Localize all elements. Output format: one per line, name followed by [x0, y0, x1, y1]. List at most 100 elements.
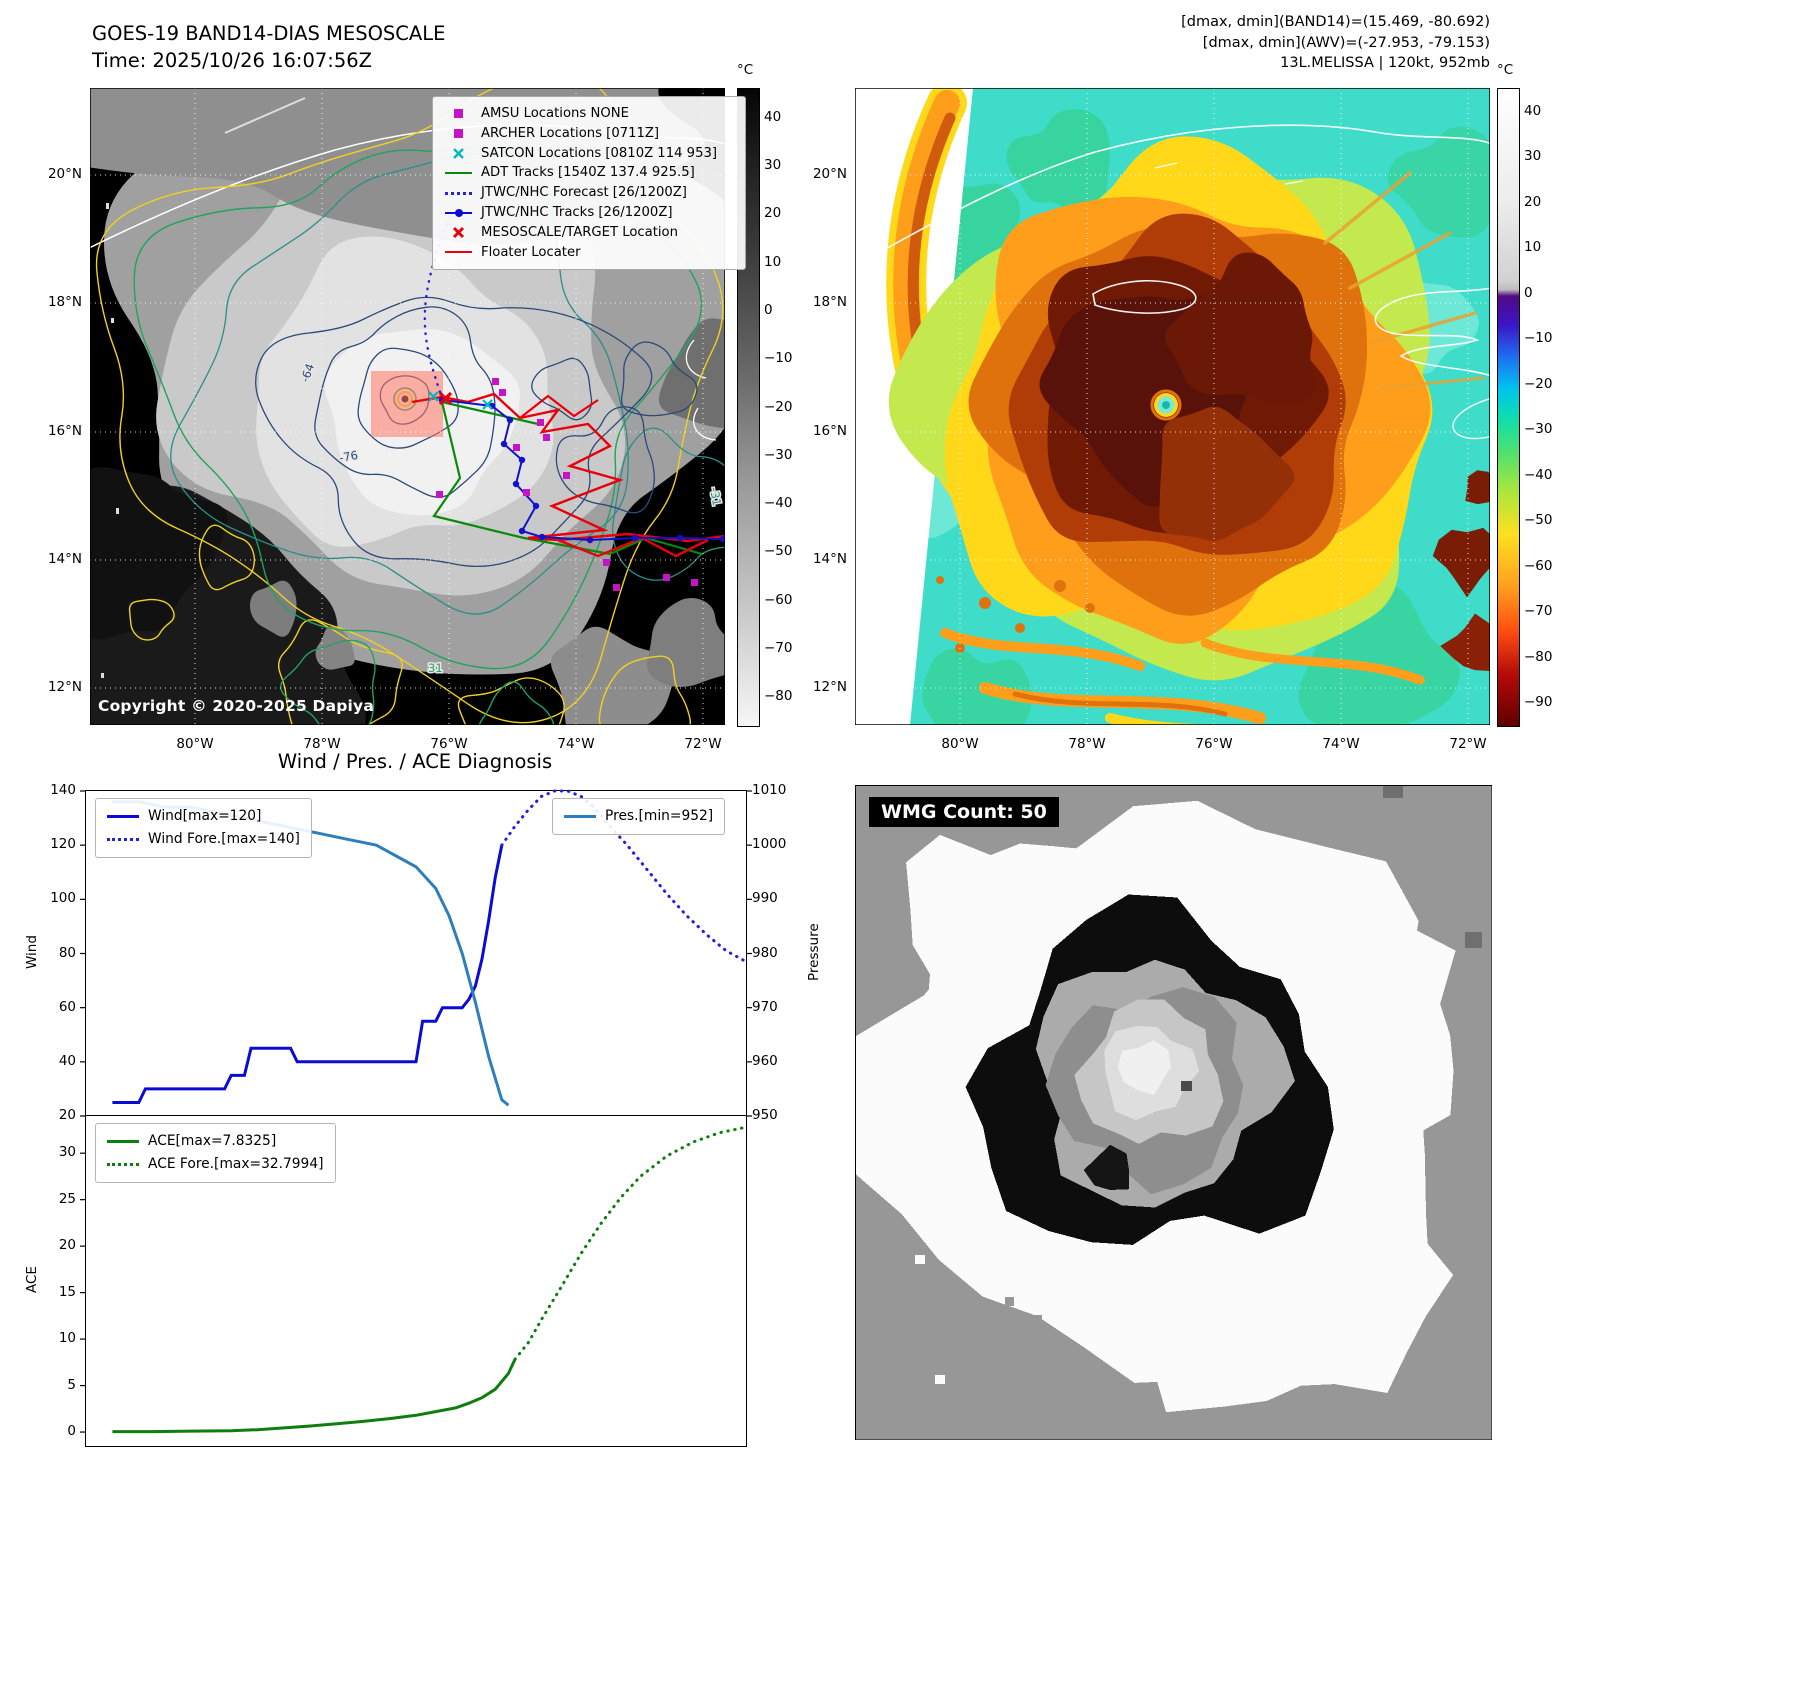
axis-tick-label: 80: [58, 944, 76, 961]
axis-tick-label: 100: [50, 890, 76, 907]
floater-line-icon: [443, 251, 473, 254]
hurricane-core: [888, 136, 1433, 681]
contour-cold: [255, 296, 698, 567]
axis-tick-label: 30: [1524, 148, 1542, 165]
series-line: [112, 1358, 517, 1434]
legend-label: SATCON Locations [0810Z 114 953]: [481, 145, 717, 161]
panel1-title-line1: GOES-19 BAND14-DIAS MESOSCALE: [92, 22, 446, 45]
track-dot: [538, 533, 546, 541]
axis-tick-label: 0: [67, 1423, 76, 1440]
track-dot: [532, 502, 540, 510]
axis-tick-label: −60: [1524, 557, 1553, 574]
track-dot: [719, 535, 725, 543]
axis-tick-label: 74°W: [557, 736, 595, 752]
axis-tick-label: 80°W: [941, 736, 979, 752]
axis-tick-label: 980: [752, 944, 778, 961]
axis-tick-label: −40: [1524, 466, 1553, 483]
pressure-legend: Pres.[min=952]: [552, 798, 726, 835]
axis-tick-label: 40: [1524, 102, 1542, 119]
track-dot: [631, 534, 639, 542]
axis-tick-label: 78°W: [1068, 736, 1106, 752]
axis-tick-label: 20°N: [812, 166, 847, 182]
axis-tick-label: 16°N: [47, 423, 82, 439]
axis-tick-label: 20: [1524, 193, 1542, 210]
eyewall-ring: [1150, 389, 1182, 421]
legend-label: Pres.[min=952]: [605, 808, 714, 824]
wind-legend: Wind[max=120] Wind Fore.[max=140]: [95, 798, 312, 858]
axis-tick-label: 1000: [752, 836, 787, 853]
axis-tick-label: 72°W: [1449, 736, 1487, 752]
axis-tick-label: −60: [764, 591, 793, 608]
axis-tick-label: −20: [764, 398, 793, 415]
axis-tick-label: 10: [764, 253, 782, 270]
axis-tick-label: 72°W: [684, 736, 722, 752]
axis-tick-label: 10: [58, 1330, 76, 1347]
forecast-dotted-icon: [443, 191, 473, 195]
contour-label: -76: [338, 448, 359, 465]
contour-label: 31: [428, 661, 443, 675]
axis-tick-label: −30: [764, 446, 793, 463]
axis-tick-label: 30: [58, 1144, 76, 1161]
axis-tick-label: 20°N: [47, 166, 82, 182]
track-dot: [676, 534, 684, 542]
axis-tick-label: −70: [764, 639, 793, 656]
wmg-grid-map: [855, 785, 1492, 1440]
pressure-line-sample: [564, 815, 596, 818]
axis-tick-label: 20: [764, 205, 782, 222]
warm-land-patches: [1432, 470, 1490, 671]
axis-tick-label: 14°N: [812, 551, 847, 567]
axis-tick-label: 80°W: [176, 736, 214, 752]
jtwc-forecast-track: [423, 212, 454, 394]
wmg-eyewall-rings: [965, 894, 1334, 1245]
axis-tick-label: −20: [1524, 375, 1553, 392]
axis-tick-label: −10: [764, 350, 793, 367]
axis-tick-label: 30: [764, 157, 782, 174]
axis-tick-label: −90: [1524, 694, 1553, 711]
axis-tick-label: 10: [1524, 239, 1542, 256]
archer-square-icon: [443, 129, 473, 139]
axis-tick-label: −30: [1524, 421, 1553, 438]
axis-tick-label: 18°N: [812, 294, 847, 310]
pressure-axis-label: Pressure: [806, 923, 822, 981]
series-line: [513, 1125, 748, 1361]
track-dot: [500, 440, 508, 448]
mesoscale-target-box: [371, 371, 443, 437]
axis-tick-label: 76°W: [1195, 736, 1233, 752]
legend-label: ACE[max=7.8325]: [148, 1133, 277, 1149]
axis-tick-label: 15: [58, 1283, 76, 1300]
coastlines: [855, 124, 1490, 440]
axis-tick-label: 20: [58, 1107, 76, 1123]
axis-tick-label: −80: [764, 688, 793, 705]
amsu-square-icon: [443, 109, 473, 119]
axis-tick-label: 0: [764, 301, 773, 318]
axis-tick-label: 40: [58, 1052, 76, 1069]
eye-center: [1162, 401, 1170, 409]
wmg-stray-pixels: [915, 785, 1482, 1384]
adt-track: [432, 400, 703, 556]
axis-tick-label: −70: [1524, 603, 1553, 620]
colorbar1-unit: °C: [737, 62, 754, 78]
wind-line-sample: [107, 815, 139, 818]
dmax-dmin-awv: [dmax, dmin](AWV)=(-27.953, -79.153): [1202, 34, 1490, 51]
legend-label: ARCHER Locations [0711Z]: [481, 125, 660, 141]
axis-tick-label: 960: [752, 1052, 778, 1069]
hispaniola-coastline: [1374, 287, 1490, 377]
axis-tick-label: 74°W: [1322, 736, 1360, 752]
ace-forecast-sample: [107, 1163, 139, 1166]
legend-label: MESOSCALE/TARGET Location: [481, 224, 678, 240]
track-dot: [518, 527, 526, 535]
lat-lon-grid: [855, 88, 1490, 725]
axis-tick-label: 0: [1524, 284, 1533, 301]
axis-tick-label: 120: [50, 836, 76, 853]
axis-tick-label: 1010: [752, 782, 787, 798]
contour-label: -31: [707, 486, 724, 507]
map-legend: AMSU Locations NONE ARCHER Locations [07…: [432, 96, 746, 271]
axis-tick-label: −40: [764, 495, 793, 511]
axis-tick-label: 950: [752, 1107, 778, 1123]
axis-tick-label: 12°N: [812, 679, 847, 695]
colorbar2-unit: °C: [1497, 62, 1514, 78]
axis-tick-label: 76°W: [430, 736, 468, 752]
axis-tick-label: 78°W: [303, 736, 341, 752]
target-x-marker: [438, 391, 453, 406]
